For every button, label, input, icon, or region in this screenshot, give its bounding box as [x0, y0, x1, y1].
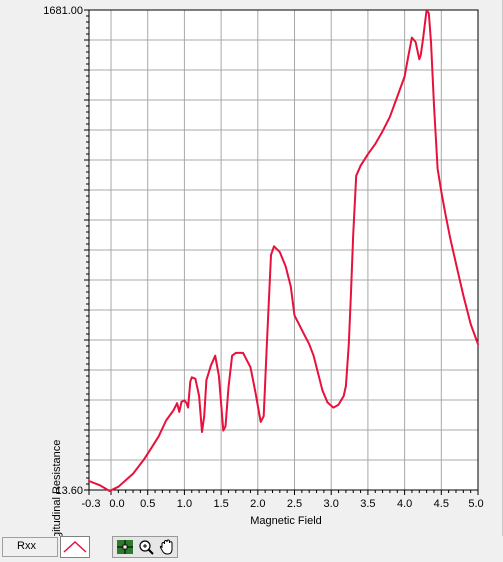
x-tick-label: 2.0	[250, 498, 265, 510]
x-tick-label: -0.3	[82, 498, 101, 510]
legend-entry	[2, 537, 58, 557]
line-style-icon	[63, 540, 87, 553]
legend-series-name: Rxx	[17, 540, 36, 552]
x-tick-label: 5.0	[468, 498, 483, 510]
hand-icon	[159, 539, 173, 555]
cursor-move-tool[interactable]	[115, 538, 135, 556]
plot-area: -0.3 0.0 0.5 1.0 1.5 2.0 2.5 3.0 3.5 4.0 4.5 5.0 168…	[43, 5, 483, 510]
zoom-tool[interactable]	[136, 538, 156, 556]
plot-legend-swatch[interactable]	[60, 536, 90, 558]
x-tick-label: 4.0	[397, 498, 412, 510]
x-tick-label: 0.5	[140, 498, 155, 510]
magnifier-icon	[139, 540, 154, 555]
x-tick-label: 3.0	[324, 498, 339, 510]
x-tick-label: 3.5	[360, 498, 375, 510]
x-tick-label: 4.5	[434, 498, 449, 510]
crosshair-icon	[117, 540, 133, 554]
graph-palette	[112, 536, 178, 558]
y-tick-label-max: 1681.00	[43, 5, 83, 17]
x-axis-label: Magnetic Field	[250, 515, 322, 527]
pan-tool[interactable]	[157, 538, 177, 556]
y-tick-label-min: 13.60	[55, 485, 83, 497]
x-tick-label: 1.5	[213, 498, 228, 510]
x-tick-label: 1.0	[177, 498, 192, 510]
series-line-rxx	[88, 9, 479, 492]
x-tick-label: 2.5	[287, 498, 302, 510]
x-tick-label: 0.0	[109, 498, 124, 510]
graph-panel: -0.3 0.0 0.5 1.0 1.5 2.0 2.5 3.0 3.5 4.0 4.5 5.0 168…	[43, 0, 503, 557]
